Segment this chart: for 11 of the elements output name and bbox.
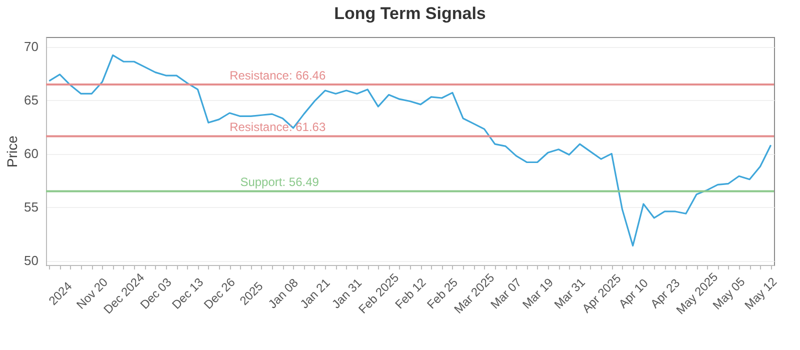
chart-title: Long Term Signals bbox=[334, 4, 486, 23]
ref-line-label: Resistance: 61.63 bbox=[230, 120, 326, 134]
ref-line-label: Resistance: 66.46 bbox=[230, 68, 326, 83]
y-axis-title: Price bbox=[4, 135, 20, 168]
line-series bbox=[48, 54, 772, 247]
y-tick-label: 70 bbox=[24, 39, 38, 54]
y-tick-label: 55 bbox=[24, 200, 38, 215]
y-tick-label: 65 bbox=[24, 92, 38, 108]
y-tick-label: 50 bbox=[24, 253, 38, 268]
y-tick-label: 60 bbox=[24, 146, 38, 162]
ref-line-label: Support: 56.49 bbox=[240, 175, 320, 190]
